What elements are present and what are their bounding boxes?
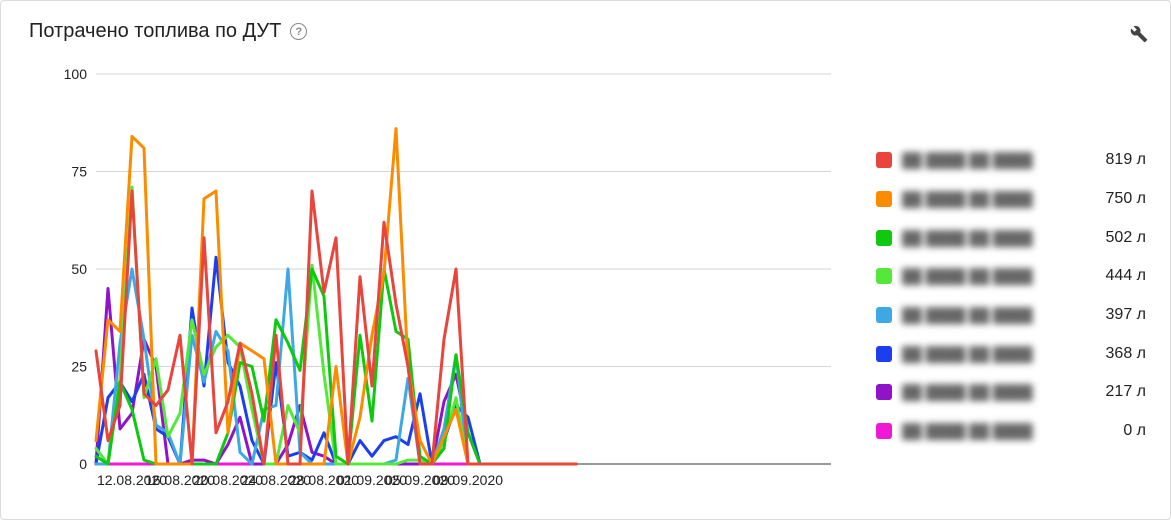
legend-swatch <box>876 307 892 324</box>
legend-item[interactable]: ██ ████ ██ ████ 368 л <box>876 334 1146 373</box>
legend-name-redacted: ██ ████ ██ ████ <box>902 152 1033 169</box>
wrench-icon[interactable] <box>1130 25 1148 43</box>
y-tick-label: 100 <box>64 66 88 82</box>
y-tick-label: 0 <box>79 456 87 472</box>
legend-swatch <box>876 229 892 246</box>
legend-total: 750 л <box>1105 190 1146 208</box>
x-tick-label: 09.09.2020 <box>433 472 503 488</box>
card-header: Потрачено топлива по ДУТ ? <box>29 20 308 43</box>
legend-total: 0 л <box>1123 422 1146 440</box>
legend-name-redacted: ██ ████ ██ ████ <box>902 229 1033 246</box>
series-line <box>94 185 578 466</box>
x-tick-label: 20.08.2020 <box>193 472 263 488</box>
legend-swatch <box>876 384 892 401</box>
legend-item[interactable]: ██ ████ ██ ████ 502 л <box>876 218 1146 257</box>
legend-item[interactable]: ██ ████ ██ ████ 819 л <box>876 141 1146 180</box>
x-tick-label: 28.08.2020 <box>289 472 359 488</box>
legend-name-redacted: ██ ████ ██ ████ <box>902 423 1033 440</box>
legend-total: 502 л <box>1105 228 1146 246</box>
x-tick-label: 16.08.2020 <box>145 472 215 488</box>
x-tick-label: 05.09.2020 <box>385 472 455 488</box>
question-circle-icon[interactable]: ? <box>290 23 308 40</box>
y-tick-label: 50 <box>71 261 87 277</box>
legend-name-redacted: ██ ████ ██ ████ <box>902 307 1033 324</box>
legend-swatch <box>876 152 892 169</box>
legend-swatch <box>876 345 892 362</box>
legend-item[interactable]: ██ ████ ██ ████ 397 л <box>876 296 1146 335</box>
legend-total: 217 л <box>1105 383 1146 401</box>
legend-name-redacted: ██ ████ ██ ████ <box>902 384 1033 401</box>
y-tick-label: 25 <box>71 359 87 375</box>
legend-item[interactable]: ██ ████ ██ ████ 444 л <box>876 257 1146 296</box>
series-line <box>94 127 578 466</box>
card-title: Потрачено топлива по ДУТ <box>29 20 282 42</box>
x-tick-label: 01.09.2020 <box>337 472 407 488</box>
legend-total: 368 л <box>1105 344 1146 362</box>
legend-total: 819 л <box>1105 151 1146 169</box>
legend-item[interactable]: ██ ████ ██ ████ 0 л <box>876 412 1146 451</box>
legend-swatch <box>876 268 892 285</box>
chart-legend: ██ ████ ██ ████ 819 л ██ ████ ██ ████ 750 л… <box>876 141 1146 451</box>
legend-total: 397 л <box>1105 306 1146 324</box>
legend-swatch <box>876 191 892 208</box>
legend-total: 444 л <box>1105 267 1146 285</box>
legend-name-redacted: ██ ████ ██ ████ <box>902 268 1033 285</box>
x-tick-label: 24.08.2020 <box>241 472 311 488</box>
legend-name-redacted: ██ ████ ██ ████ <box>902 191 1033 208</box>
y-tick-label: 75 <box>71 164 87 180</box>
series-line <box>94 189 578 466</box>
legend-name-redacted: ██ ████ ██ ████ <box>902 345 1033 362</box>
legend-item[interactable]: ██ ████ ██ ████ 750 л <box>876 180 1146 219</box>
legend-swatch <box>876 423 892 440</box>
x-tick-label: 12.08.2020 <box>97 472 167 488</box>
legend-item[interactable]: ██ ████ ██ ████ 217 л <box>876 373 1146 412</box>
